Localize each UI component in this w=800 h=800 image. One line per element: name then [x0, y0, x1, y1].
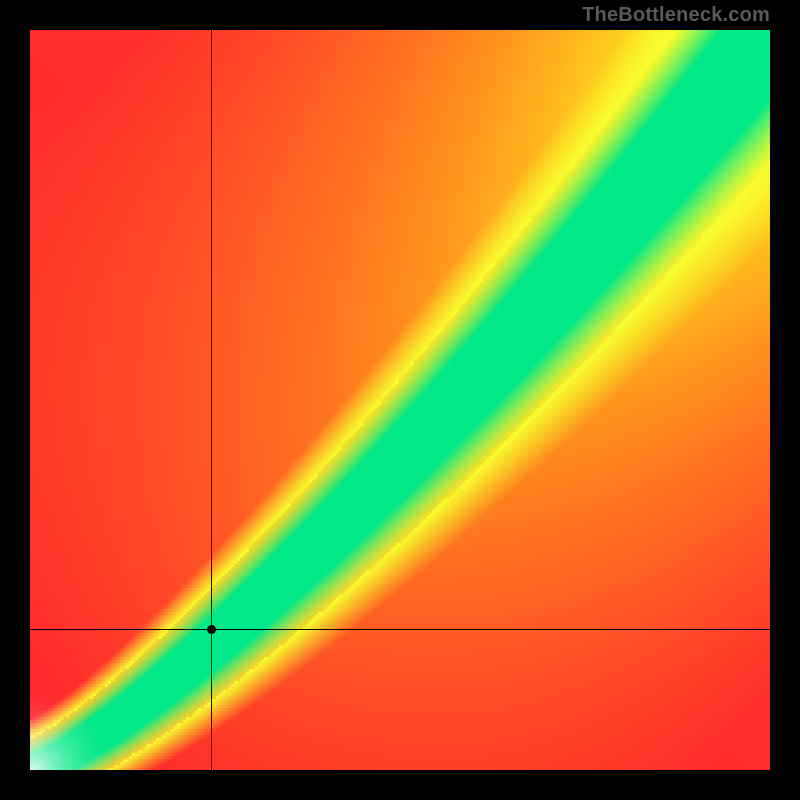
heatmap-canvas — [30, 30, 770, 770]
heatmap-plot — [30, 30, 770, 770]
crosshair-horizontal — [30, 629, 770, 630]
marker-dot — [207, 625, 216, 634]
watermark-text: TheBottleneck.com — [582, 4, 770, 27]
crosshair-vertical — [211, 30, 212, 770]
